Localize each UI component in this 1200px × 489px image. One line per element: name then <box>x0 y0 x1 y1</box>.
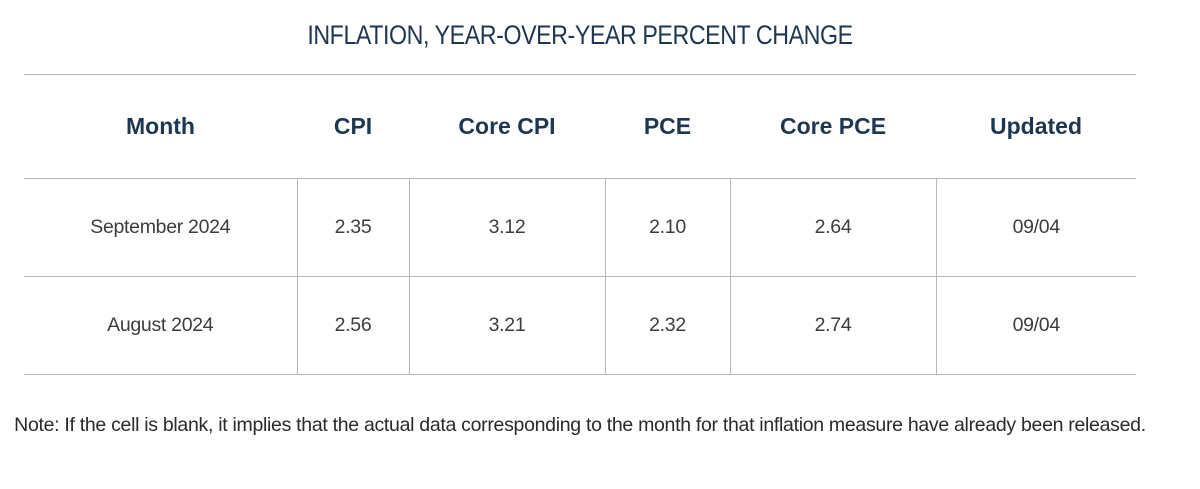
column-header-pce: PCE <box>605 74 730 179</box>
cell-core-cpi: 3.21 <box>408 276 605 375</box>
cell-updated: 09/04 <box>935 178 1136 277</box>
cell-core-pce: 2.74 <box>729 276 936 375</box>
column-header-core-cpi: Core CPI <box>409 74 605 179</box>
cell-core-cpi: 3.12 <box>408 178 605 277</box>
page-title: INFLATION, YEAR-OVER-YEAR PERCENT CHANGE <box>307 20 853 50</box>
table-row: August 2024 2.56 3.21 2.32 2.74 09/04 <box>24 276 1136 375</box>
cell-updated: 09/04 <box>935 276 1136 375</box>
cell-core-pce: 2.64 <box>729 178 936 277</box>
cell-month: August 2024 <box>24 276 297 375</box>
inflation-table: Month CPI Core CPI PCE Core PCE Updated … <box>24 74 1136 375</box>
header-row: Month CPI Core CPI PCE Core PCE Updated <box>24 74 1136 179</box>
cell-pce: 2.10 <box>604 178 730 277</box>
table-row: September 2024 2.35 3.12 2.10 2.64 09/04 <box>24 178 1136 277</box>
table-body: September 2024 2.35 3.12 2.10 2.64 09/04… <box>24 178 1136 375</box>
cell-cpi: 2.56 <box>296 276 409 375</box>
table-header: Month CPI Core CPI PCE Core PCE Updated <box>24 74 1136 179</box>
cell-cpi: 2.35 <box>296 178 409 277</box>
column-header-cpi: CPI <box>297 74 409 179</box>
column-header-month: Month <box>24 74 297 179</box>
cell-pce: 2.32 <box>604 276 730 375</box>
column-header-core-pce: Core PCE <box>730 74 936 179</box>
footnote: Note: If the cell is blank, it implies t… <box>14 414 1146 436</box>
inflation-table-container: Month CPI Core CPI PCE Core PCE Updated … <box>24 74 1136 375</box>
column-header-updated: Updated <box>936 74 1136 179</box>
cell-month: September 2024 <box>24 178 297 277</box>
